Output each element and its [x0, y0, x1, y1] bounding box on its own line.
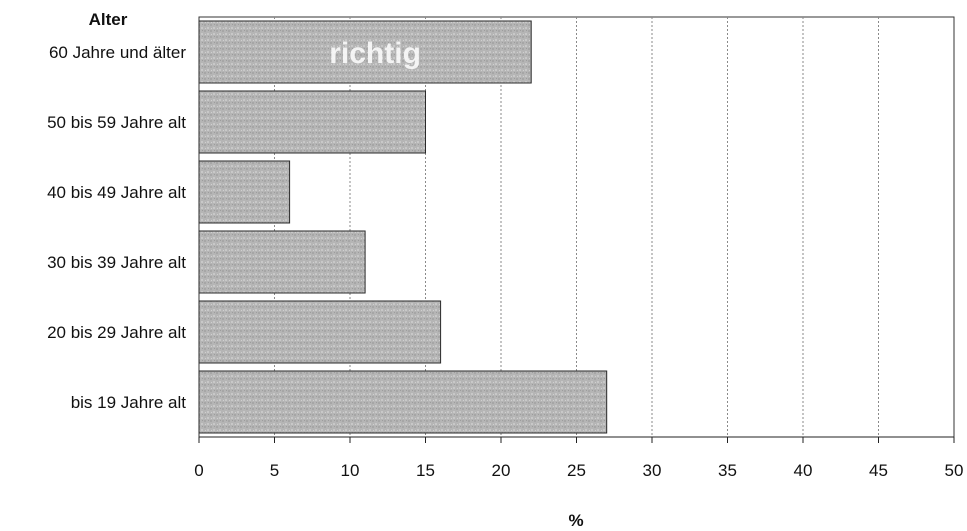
bar — [198, 20, 532, 84]
bar — [198, 370, 608, 434]
bar — [198, 300, 442, 364]
gridlines — [274, 17, 879, 437]
category-label: 30 bis 39 Jahre alt — [47, 253, 186, 272]
category-labels: 60 Jahre und älter 50 bis 59 Jahre alt 40 … — [47, 43, 186, 412]
x-tick-label: 10 — [341, 461, 360, 480]
category-label: bis 19 Jahre alt — [71, 393, 187, 412]
x-tick-label: 50 — [945, 461, 964, 480]
x-tick-label: 25 — [567, 461, 586, 480]
x-tick-labels: 0 5 10 15 20 25 30 35 40 45 50 — [194, 437, 963, 480]
bar — [198, 160, 291, 224]
x-tick-label: 45 — [869, 461, 888, 480]
bars — [198, 20, 608, 434]
y-axis-title: Alter — [89, 10, 128, 29]
chart-annotation: richtig — [329, 37, 421, 70]
x-tick-label: 5 — [270, 461, 279, 480]
category-label: 50 bis 59 Jahre alt — [47, 113, 186, 132]
x-tick-label: 30 — [643, 461, 662, 480]
x-tick-label: 35 — [718, 461, 737, 480]
x-tick-label: 20 — [492, 461, 511, 480]
x-axis-title: % — [568, 511, 583, 530]
x-tick-label: 0 — [194, 461, 203, 480]
x-tick-label: 15 — [416, 461, 435, 480]
category-label: 40 bis 49 Jahre alt — [47, 183, 186, 202]
x-tick-label: 40 — [794, 461, 813, 480]
bar — [198, 230, 366, 294]
bar — [198, 90, 426, 154]
category-label: 20 bis 29 Jahre alt — [47, 323, 186, 342]
category-label: 60 Jahre und älter — [49, 43, 186, 62]
